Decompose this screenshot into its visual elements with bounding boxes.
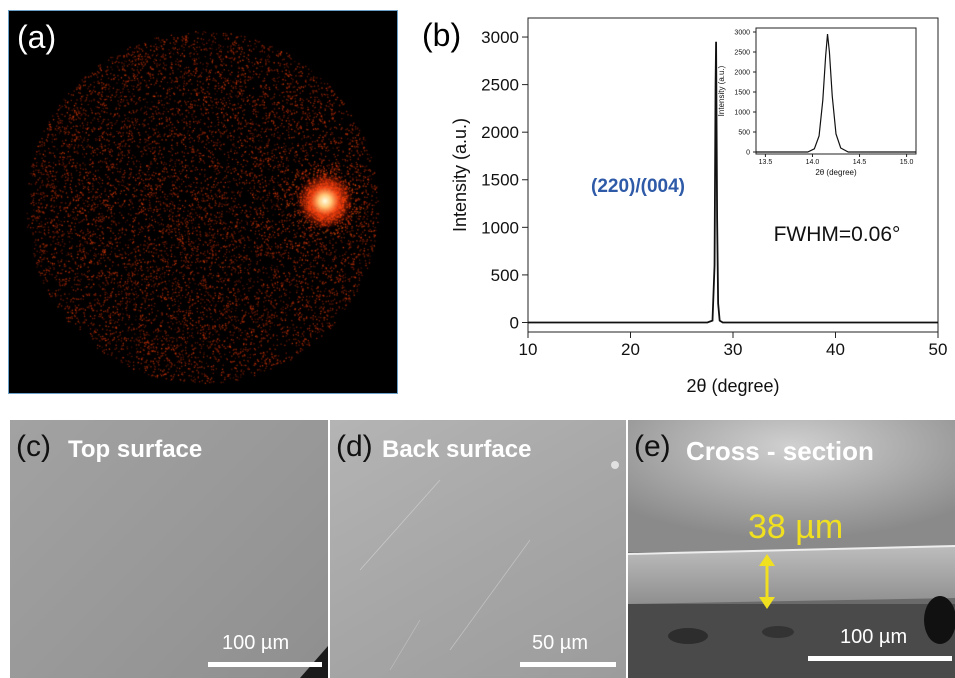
- inset-y-tick-label: 0: [746, 149, 750, 156]
- main-y-tick-label: 1000: [481, 218, 519, 237]
- laue-pattern-image: [9, 11, 397, 393]
- inset-plot-frame: [755, 27, 917, 155]
- thickness-label: 38 µm: [748, 508, 844, 546]
- inset-y-tick-label: 1000: [734, 109, 750, 116]
- panel-c-label: (c): [16, 430, 51, 463]
- peak-label: (220)/(004): [591, 176, 685, 197]
- inset-y-tick-label: 3000: [734, 29, 750, 36]
- x-axis-label: 2θ (degree): [686, 376, 779, 396]
- panel-b-label: (b): [422, 17, 461, 53]
- fwhm-label: FWHM=0.06°: [774, 223, 901, 246]
- sem-cross-section-panel: (e) Cross - section 38 µm 100 µm: [628, 420, 955, 678]
- panel-e-scale-label: 100 µm: [840, 626, 908, 648]
- background-region: [628, 420, 955, 552]
- main-y-tick-label: 2000: [481, 123, 519, 142]
- inset-y-axis-label: Intensity (a.u.): [717, 65, 726, 116]
- main-y-tick-label: 2500: [481, 76, 519, 95]
- surface-scratch: [359, 479, 441, 571]
- y-axis-label: Intensity (a.u.): [450, 118, 470, 232]
- panel-a-label: (a): [17, 19, 57, 55]
- main-y-tick-label: 0: [510, 313, 519, 332]
- main-y-tick-label: 3000: [481, 28, 519, 47]
- layer-top-edge: [628, 545, 955, 555]
- surface-scratch: [449, 539, 531, 651]
- inset-y-tick-label: 2000: [734, 69, 750, 76]
- sem-back-surface-panel: (d) Back surface 50 µm: [330, 420, 626, 678]
- crystal-layer: [628, 546, 955, 604]
- panel-e-title: Cross - section: [686, 436, 874, 466]
- xrd-chart-panel: (b) 10 20 30 40 50 0 500 1000 1500 2000 2500 3000 2θ…: [408, 0, 955, 400]
- surface-particle: [611, 461, 619, 469]
- panel-d-label: (d): [336, 430, 373, 463]
- panel-e-label: (e): [634, 430, 671, 463]
- sem-back-surface-image: [359, 461, 619, 671]
- surface-scratch: [389, 619, 421, 671]
- main-x-tick-label: 50: [929, 340, 948, 359]
- inset-x-tick-label: 14.5: [853, 159, 867, 166]
- main-x-tick-label: 20: [621, 340, 640, 359]
- main-x-tick-label: 40: [826, 340, 845, 359]
- substrate-void: [924, 596, 955, 644]
- panel-c-title: Top surface: [68, 436, 203, 463]
- main-plot-frame: [527, 17, 939, 333]
- panel-d-title: Back surface: [382, 436, 532, 463]
- inset-x-tick-label: 13.5: [759, 159, 773, 166]
- inset-x-tick-label: 15.0: [900, 159, 914, 166]
- main-x-tick-label: 30: [724, 340, 743, 359]
- xrd-chart: (b) 10 20 30 40 500500100015002000250030002θ…: [422, 17, 948, 396]
- inset-x-tick-label: 14.0: [806, 159, 820, 166]
- sem-top-surface-panel: (c) Top surface 100 µm: [10, 420, 328, 678]
- main-y-tick-label: 1500: [481, 171, 519, 190]
- inset-y-tick-label: 500: [738, 129, 750, 136]
- panel-c-scale-label: 100 µm: [222, 632, 290, 654]
- inset-y-tick-label: 2500: [734, 49, 750, 56]
- laue-pattern-panel: (a): [8, 10, 398, 394]
- thickness-arrow-head-down: [759, 597, 775, 609]
- main-x-tick-label: 10: [519, 340, 538, 359]
- xrd-series-line: [528, 41, 938, 324]
- main-y-tick-label: 500: [491, 266, 519, 285]
- panel-d-scale-bar: [520, 662, 616, 667]
- sem-cross-section-image: [628, 420, 955, 678]
- inset-x-axis-label: 2θ (degree): [815, 168, 857, 177]
- substrate-void: [762, 626, 794, 638]
- substrate-void: [668, 628, 708, 644]
- panel-d-scale-label: 50 µm: [532, 632, 588, 654]
- panel-c-scale-bar: [208, 662, 322, 667]
- inset-y-tick-label: 1500: [734, 89, 750, 96]
- panel-e-scale-bar: [808, 656, 952, 661]
- inset-series-line: [756, 33, 916, 153]
- thickness-arrow-head-up: [759, 554, 775, 566]
